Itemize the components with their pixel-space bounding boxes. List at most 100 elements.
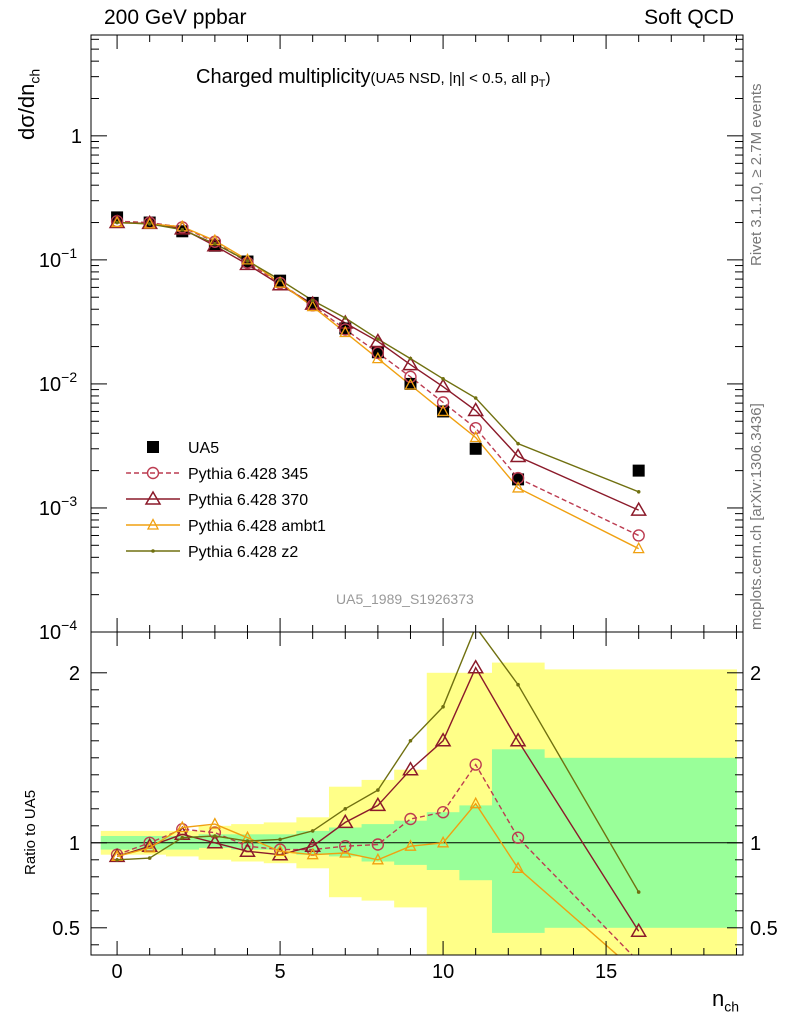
main-point-2-8: [369, 332, 387, 348]
x-tick-label-1: 5: [275, 961, 286, 983]
legend-marker-2: [144, 490, 162, 505]
ratio-series: [108, 632, 647, 978]
main-point-3-9: [404, 378, 417, 390]
ratio-point-3-5: [278, 837, 282, 842]
ratio-point-3-4: [245, 839, 250, 843]
plot-title: Charged multiplicity(UA5 NSD, |η| < 0.5,…: [196, 66, 551, 90]
y-axis-label-main: dσ/dnch: [14, 69, 42, 140]
main-point-4-2: [180, 227, 185, 232]
ratio-ytick-label-left-0: 0.5: [52, 918, 80, 940]
main-ytick-label-3: 10−1: [39, 245, 77, 272]
x-tick-label-0: 0: [112, 961, 123, 983]
ratio-point-3-9: [408, 739, 413, 743]
ratio-ytick-label-right-0: 0.5: [750, 918, 778, 940]
main-point-2-11: [467, 402, 484, 417]
main-point-3-0: [111, 215, 124, 228]
plot-title-main: Charged multiplicity: [196, 66, 371, 88]
main-point-1-9: [404, 370, 417, 384]
main-point-4-13: [636, 489, 641, 494]
main-point-0-10: [437, 405, 450, 418]
source-url-label: mcplots.cern.ch [arXiv:1306.3436]: [748, 403, 765, 630]
main-point-4-1: [147, 222, 152, 226]
main-point-4-10: [441, 376, 445, 381]
main-point-4-7: [343, 316, 348, 320]
main-point-3-11: [469, 430, 482, 443]
ratio-line-3: [117, 632, 640, 893]
main-point-3-12: [511, 481, 525, 493]
ratio-point-2-5: [274, 844, 287, 856]
main-point-2-9: [402, 356, 419, 371]
ratio-point-0-3: [208, 826, 222, 839]
x-axis-label-sub: ch: [724, 998, 740, 1015]
ratio-point-2-7: [339, 846, 352, 858]
ratio-line-2: [116, 802, 619, 955]
ratio-point-2-10: [437, 835, 450, 848]
legend-label-0: UA5: [188, 440, 219, 457]
header-right-label: Soft QCD: [644, 6, 734, 29]
main-point-1-11: [469, 421, 482, 435]
ratio-point-0-13: [633, 956, 644, 967]
ratio-point-3-6: [310, 829, 315, 833]
main-point-4-4: [245, 259, 250, 263]
ratio-point-2-1: [143, 841, 156, 853]
main-point-4-0: [115, 220, 119, 225]
ratio-point-3-10: [441, 705, 445, 709]
main-series: [108, 211, 647, 554]
main-point-3-4: [241, 252, 254, 265]
main-ytick-label-0: 10−4: [39, 617, 77, 644]
main-ytick-label-1: 10−3: [39, 493, 77, 520]
plot-title-sub: (UA5 NSD, |η| < 0.5, all p: [370, 70, 539, 87]
x-axis-label-text: n: [712, 986, 725, 1011]
x-axis-label: nch: [712, 986, 739, 1014]
ratio-point-2-13: [634, 968, 644, 978]
ratio-point-0-7: [339, 840, 352, 853]
legend-marker-4: [151, 549, 155, 553]
analysis-id-label: UA5_1989_S1926373: [336, 591, 474, 607]
x-tick-label-3: 15: [595, 961, 617, 983]
ratio-point-0-12: [511, 831, 525, 844]
main-point-3-8: [371, 351, 384, 364]
main-point-2-0: [108, 214, 126, 229]
main-point-4-5: [278, 278, 282, 282]
plot-title-sub-index: T: [538, 78, 546, 90]
legend-label-1: Pythia 6.428 345: [188, 466, 308, 483]
main-point-4-3: [213, 241, 217, 246]
ratio-point-1-13: [630, 922, 647, 937]
ratio-point-0-11: [469, 758, 482, 771]
legend: UA5 Pythia 6.428 345 Pythia 6.428 370 Pythi…: [126, 440, 326, 561]
main-point-0-13: [632, 464, 645, 477]
ratio-point-3-12: [516, 682, 520, 687]
main-frame: [90, 34, 744, 633]
ratio-point-2-2: [176, 820, 189, 833]
legend-marker-1: [146, 466, 160, 480]
main-point-4-8: [376, 337, 380, 341]
ratio-frame: [90, 631, 744, 956]
band-inner-10: [426, 812, 460, 870]
rivet-version-label: Rivet 3.1.10, ≥ 2.7M events: [748, 83, 765, 267]
ratio-point-2-6: [306, 847, 319, 860]
main-point-4-6: [310, 298, 315, 303]
ratio-point-0-8: [371, 838, 385, 851]
ratio-ytick-label-right-1: 1: [750, 833, 761, 855]
ratio-point-2-3: [208, 817, 221, 829]
ratio-ytick-label-left-1: 1: [69, 833, 80, 855]
main-point-4-9: [408, 356, 413, 361]
ratio-point-1-10: [434, 732, 452, 747]
main-point-1-8: [371, 346, 385, 360]
main-point-3-6: [306, 299, 319, 312]
header-left-label: 200 GeV ppbar: [104, 6, 247, 29]
main-point-3-1: [143, 217, 156, 229]
main-point-3-7: [339, 325, 352, 338]
ratio-point-0-9: [404, 812, 417, 826]
main-point-3-5: [274, 276, 287, 288]
band-inner-5: [263, 834, 297, 850]
plot-title-sub-end: ): [545, 70, 551, 87]
main-point-0-11: [469, 442, 482, 455]
ratio-point-3-1: [147, 856, 152, 860]
legend-label-4: Pythia 6.428 z2: [188, 544, 298, 561]
legend-marker-3: [146, 518, 160, 530]
ratio-point-1-3: [206, 834, 224, 849]
ratio-point-3-2: [180, 835, 185, 840]
ratio-point-2-8: [371, 852, 384, 865]
